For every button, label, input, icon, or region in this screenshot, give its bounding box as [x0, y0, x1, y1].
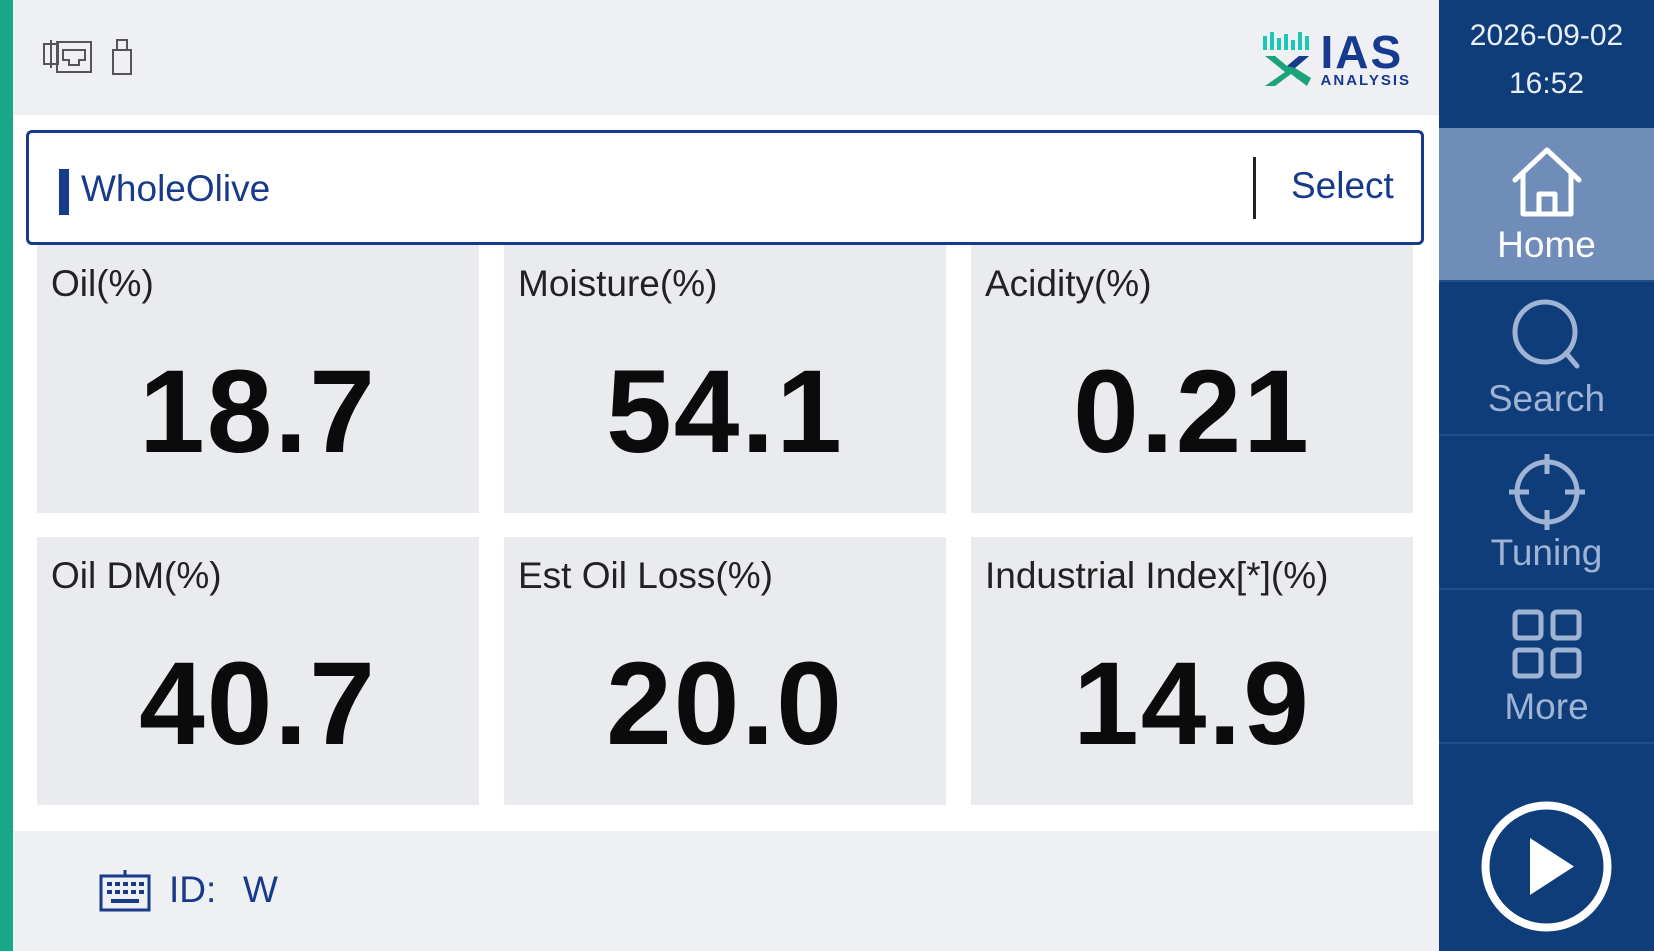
metric-tile-industrial-index: Industrial Index[*](%) 14.9 — [971, 537, 1413, 805]
nav-label-more: More — [1504, 686, 1589, 727]
metric-label: Oil(%) — [51, 263, 154, 304]
product-selector[interactable]: WholeOlive Select — [26, 130, 1424, 245]
metric-tile-oil: Oil(%) 18.7 — [37, 245, 479, 513]
metric-value: 54.1 — [606, 346, 844, 478]
logo-title: IAS — [1320, 25, 1404, 78]
nav-more[interactable]: More — [1439, 590, 1654, 744]
ethernet-icon — [43, 38, 93, 76]
metric-tile-moisture: Moisture(%) 54.1 — [504, 245, 946, 513]
metric-label: Moisture(%) — [518, 263, 718, 304]
brand-logo: IAS ANALYSIS — [1261, 28, 1411, 88]
logo-subtitle: ANALYSIS — [1320, 71, 1411, 89]
top-bar: IAS ANALYSIS — [13, 0, 1439, 115]
sidebar: 2026-09-02 16:52 Home Search — [1439, 0, 1654, 951]
nav-label-tuning: Tuning — [1490, 532, 1603, 573]
metric-value: 18.7 — [139, 346, 377, 478]
grid-icon — [1512, 609, 1581, 679]
metric-value: 40.7 — [139, 638, 377, 770]
metric-label: Acidity(%) — [985, 263, 1152, 304]
results-area: WholeOlive Select Oil(%) 18.7 Moisture(%… — [13, 115, 1439, 831]
metric-value: 0.21 — [1073, 346, 1311, 478]
search-icon — [1512, 299, 1579, 369]
metric-value: 20.0 — [606, 638, 844, 770]
metric-value: 14.9 — [1073, 638, 1311, 770]
clock: 2026-09-02 16:52 — [1439, 12, 1654, 108]
home-icon — [1512, 147, 1581, 217]
selector-accent-bar — [59, 169, 69, 215]
product-name: WholeOlive — [81, 168, 271, 209]
device-screen: IAS ANALYSIS WholeOlive Select Oil(%) 18… — [13, 0, 1654, 951]
play-icon — [1481, 801, 1612, 932]
keyboard-icon[interactable] — [99, 868, 151, 917]
nav-search[interactable]: Search — [1439, 282, 1654, 436]
metric-tile-acidity: Acidity(%) 0.21 — [971, 245, 1413, 513]
status-icons — [43, 38, 133, 76]
time-display: 16:52 — [1508, 67, 1585, 100]
date-display: 2026-09-02 — [1469, 19, 1624, 52]
logo-mark-icon — [1262, 32, 1311, 86]
metric-tile-est-oil-loss: Est Oil Loss(%) 20.0 — [504, 537, 946, 805]
main-panel: IAS ANALYSIS WholeOlive Select Oil(%) 18… — [13, 0, 1439, 951]
metric-tile-oil-dm: Oil DM(%) 40.7 — [37, 537, 479, 805]
metric-label: Est Oil Loss(%) — [518, 555, 773, 596]
crosshair-icon — [1508, 454, 1585, 530]
nav-label-search: Search — [1487, 378, 1606, 419]
selector-divider — [1253, 157, 1256, 219]
nav-home[interactable]: Home — [1439, 128, 1654, 282]
id-value[interactable]: W — [243, 869, 278, 910]
footer-bar: ID: W — [13, 831, 1439, 951]
nav-tuning[interactable]: Tuning — [1439, 436, 1654, 590]
usb-icon — [111, 38, 133, 76]
select-button[interactable]: Select — [1291, 165, 1394, 206]
metric-label: Industrial Index[*](%) — [985, 555, 1329, 596]
start-measurement-button[interactable] — [1480, 800, 1613, 933]
id-label: ID: — [169, 869, 217, 910]
nav-label-home: Home — [1497, 224, 1596, 265]
metric-label: Oil DM(%) — [51, 555, 222, 596]
